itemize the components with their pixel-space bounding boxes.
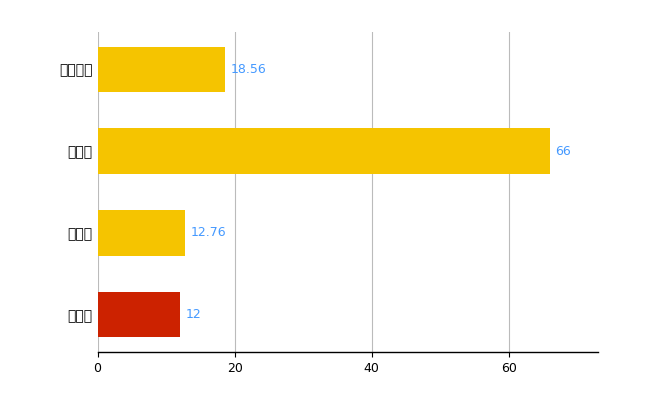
Bar bbox=[98, 46, 225, 92]
Text: 18.56: 18.56 bbox=[230, 62, 266, 76]
Text: 12: 12 bbox=[185, 308, 201, 322]
Bar bbox=[98, 292, 180, 338]
Bar bbox=[98, 128, 550, 174]
Text: 12.76: 12.76 bbox=[190, 226, 226, 240]
Text: 66: 66 bbox=[556, 144, 571, 158]
Bar bbox=[98, 210, 185, 256]
